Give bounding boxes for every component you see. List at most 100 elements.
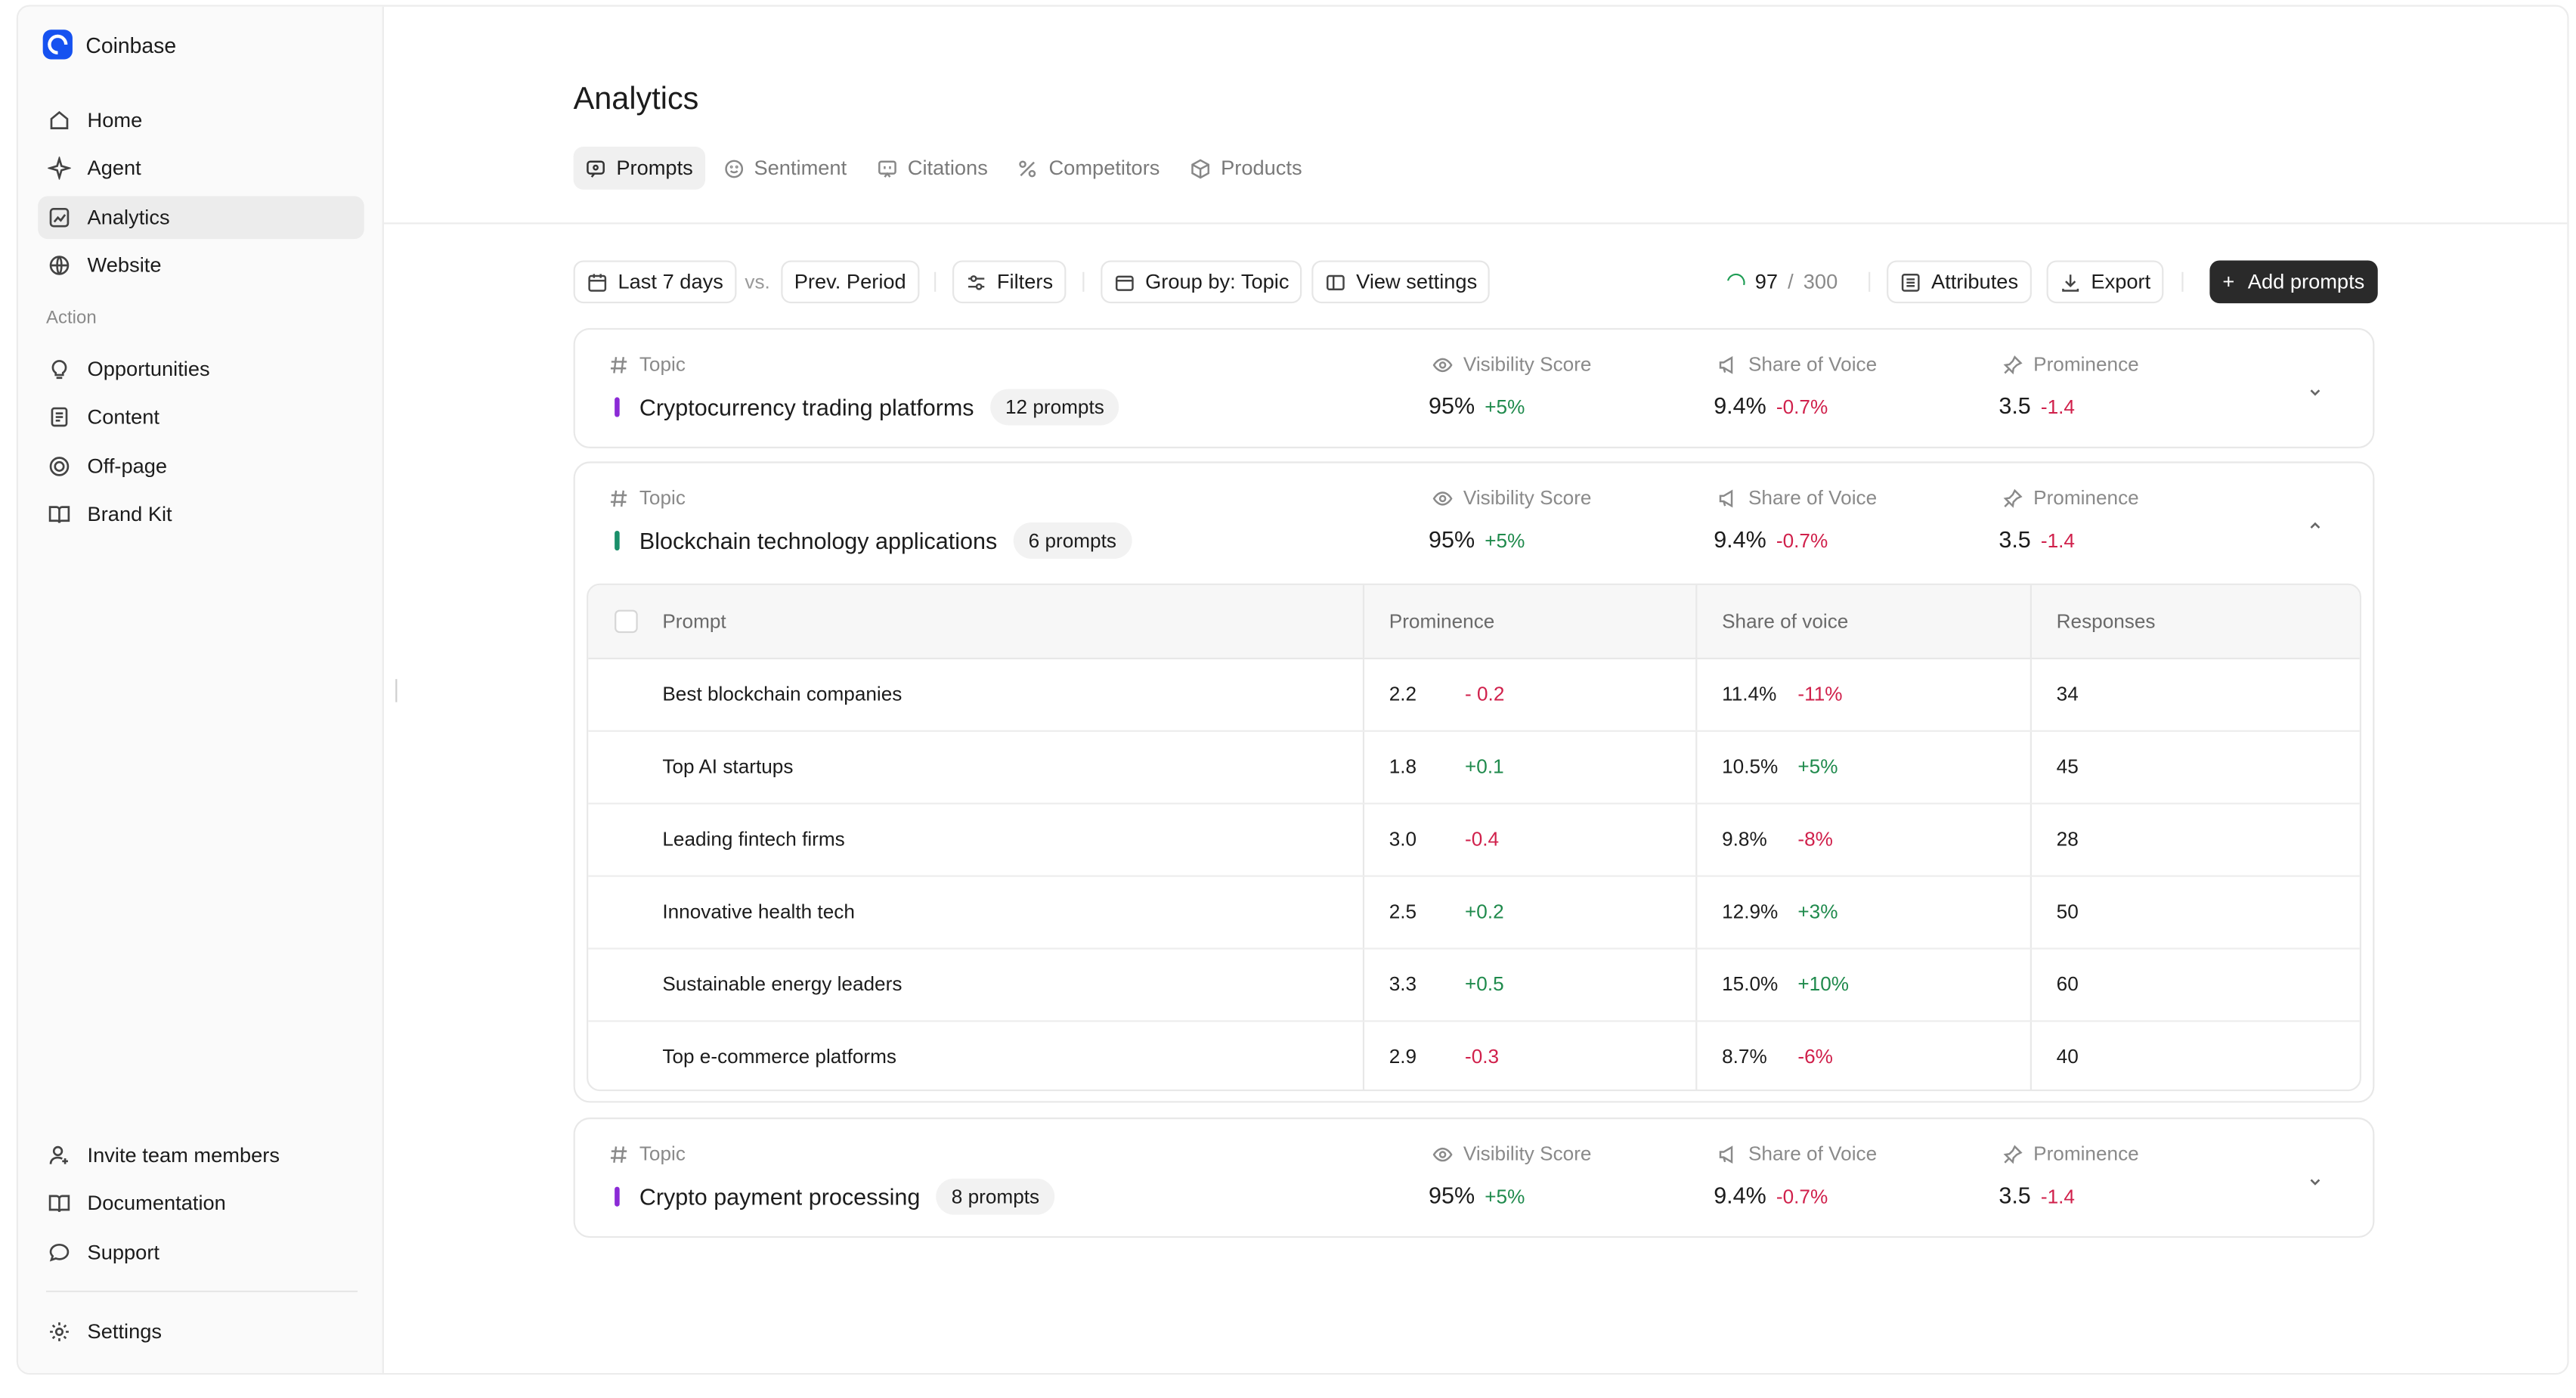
group-by-label: Group by: Topic: [1145, 270, 1290, 294]
sidebar-item-analytics[interactable]: Analytics: [38, 196, 364, 240]
column-header-prompt[interactable]: Prompt: [662, 609, 726, 634]
prompt-quota: 97 / 300: [1723, 260, 1838, 303]
metric-delta: -1.4: [2040, 395, 2075, 419]
share-of-voice-cell: 11.4% -11%: [1695, 658, 1842, 730]
responses-value: 34: [2056, 682, 2079, 706]
tab-sentiment[interactable]: Sentiment: [711, 147, 859, 190]
visibility-score-metric: 95% +5%: [1429, 525, 1525, 552]
sidebar-divider: [46, 1290, 358, 1293]
plus-icon: +: [2222, 270, 2235, 294]
share-value: 8.7%: [1722, 1045, 1767, 1068]
share-of-voice-metric: 9.4% -0.7%: [1714, 525, 1828, 552]
home-icon: [48, 109, 71, 132]
prominence-cell: 1.8 +0.1: [1363, 730, 1504, 803]
metric-value: 3.5: [1999, 1182, 2031, 1208]
metric-delta: -0.7%: [1776, 1185, 1828, 1208]
table-row[interactable]: Best blockchain companies 2.2 - 0.2 11.4% -1…: [588, 658, 2360, 732]
hash-icon: [610, 355, 627, 373]
responses-cell: 45: [2030, 730, 2079, 803]
add-prompts-label: Add prompts: [2247, 270, 2365, 294]
tab-label: Prompts: [616, 157, 693, 180]
table-row[interactable]: Innovative health tech 2.5 +0.2 12.9% +3% 50: [588, 876, 2360, 950]
tab-products[interactable]: Products: [1178, 147, 1314, 190]
table-row[interactable]: Top e-commerce platforms 2.9 -0.3 8.7% -6% 40: [588, 1020, 2359, 1090]
tab-prompts[interactable]: Prompts: [573, 147, 705, 190]
sidebar-item-support[interactable]: Support: [38, 1231, 364, 1274]
share-of-voice-metric: 9.4% -0.7%: [1714, 1182, 1828, 1208]
sidebar-item-content[interactable]: Content: [38, 395, 364, 439]
metric-label: Visibility Score: [1463, 352, 1592, 377]
metric-label: Share of Voice: [1748, 486, 1878, 510]
prominence-value: 2.9: [1389, 1045, 1417, 1068]
download-icon: [2062, 274, 2079, 291]
sidebar-item-website[interactable]: Website: [38, 244, 364, 287]
target-icon: [48, 455, 71, 479]
column-divider: [1362, 584, 1365, 1090]
compare-period-button[interactable]: Prev. Period: [781, 260, 920, 304]
attributes-button[interactable]: Attributes: [1887, 260, 2032, 304]
metric-value: 95%: [1429, 1182, 1475, 1208]
sidebar-item-brand-kit[interactable]: Brand Kit: [38, 493, 364, 536]
topic-header-label: Topic: [608, 353, 686, 376]
share-value: 15.0%: [1722, 972, 1779, 996]
table-row[interactable]: Top AI startups 1.8 +0.1 10.5% +5% 45: [588, 730, 2360, 804]
sidebar-item-label: Opportunities: [87, 358, 210, 381]
table-row[interactable]: Sustainable energy leaders 3.3 +0.5 15.0% +1…: [588, 948, 2360, 1022]
workspace-name: Coinbase: [85, 32, 177, 57]
expand-chevron-icon[interactable]: [2307, 379, 2324, 396]
sidebar-item-off-page[interactable]: Off-page: [38, 445, 364, 488]
gear-icon: [48, 1320, 71, 1344]
tab-bar: Prompts Sentiment Citations Competitors …: [573, 147, 1314, 190]
column-header-prominence[interactable]: Prominence: [1389, 609, 1495, 634]
prominence-delta: +0.1: [1465, 755, 1504, 778]
select-all-checkbox[interactable]: [615, 609, 638, 634]
column-header-responses[interactable]: Responses: [2056, 609, 2156, 634]
collapse-chevron-icon[interactable]: [2307, 513, 2324, 529]
share-of-voice-label: Share of Voice: [1717, 486, 1878, 510]
add-prompts-button[interactable]: + Add prompts: [2209, 260, 2378, 304]
prominence-delta: -0.4: [1465, 827, 1500, 851]
export-button[interactable]: Export: [2046, 260, 2164, 304]
share-delta: -6%: [1797, 1045, 1833, 1068]
group-by-button[interactable]: Group by: Topic: [1101, 260, 1302, 304]
metric-label: Visibility Score: [1463, 486, 1592, 510]
topic-card[interactable]: Topic Cryptocurrency trading platforms 1…: [573, 327, 2375, 448]
workspace-switcher[interactable]: Coinbase: [42, 29, 177, 60]
column-header-share-of-voice[interactable]: Share of voice: [1722, 609, 1849, 634]
pin-icon: [2003, 355, 2023, 374]
topic-title-row: Blockchain technology applications 6 pro…: [615, 522, 1132, 560]
date-range-button[interactable]: Last 7 days: [573, 260, 737, 304]
topic-card[interactable]: Topic Crypto payment processing 8 prompt…: [573, 1117, 2375, 1238]
prominence-label: Prominence: [2002, 486, 2139, 510]
sidebar-item-opportunities[interactable]: Opportunities: [38, 348, 364, 391]
share-value: 12.9%: [1722, 900, 1779, 923]
sidebar-resize-handle[interactable]: [395, 679, 398, 702]
view-settings-button[interactable]: View settings: [1311, 260, 1491, 304]
main-content: Analytics Prompts Sentiment Citations Co…: [383, 7, 2568, 1373]
toolbar: Last 7 days vs. Prev. Period Filters Gro…: [573, 260, 2378, 304]
filters-button[interactable]: Filters: [952, 260, 1067, 304]
tab-competitors[interactable]: Competitors: [1006, 147, 1172, 190]
metric-delta: +5%: [1485, 529, 1525, 553]
tab-label: Sentiment: [754, 157, 847, 180]
topic-card-expanded: Topic Blockchain technology applications…: [573, 461, 2375, 1103]
eye-icon: [1432, 357, 1453, 371]
sidebar-item-settings[interactable]: Settings: [38, 1310, 364, 1353]
prominence-cell: 2.9 -0.3: [1363, 1020, 1499, 1090]
sidebar-item-agent[interactable]: Agent: [38, 147, 364, 190]
prominence-delta: - 0.2: [1465, 682, 1505, 706]
expand-chevron-icon[interactable]: [2307, 1169, 2324, 1186]
prominence-delta: +0.5: [1465, 972, 1504, 996]
sidebar-item-invite-team[interactable]: Invite team members: [38, 1134, 364, 1177]
sidebar-item-documentation[interactable]: Documentation: [38, 1182, 364, 1225]
visibility-score-label: Visibility Score: [1432, 352, 1592, 377]
table-row[interactable]: Leading fintech firms 3.0 -0.4 9.8% -8% 28: [588, 803, 2360, 877]
sidebar: Coinbase Home Agent Analytics Website Ac…: [17, 6, 384, 1373]
metric-label: Share of Voice: [1748, 352, 1878, 377]
prominence-delta: +0.2: [1465, 900, 1504, 923]
eye-icon: [1432, 491, 1453, 505]
sliders-icon: [968, 274, 985, 290]
prompt-count-badge: 12 prompts: [990, 389, 1119, 426]
sidebar-item-home[interactable]: Home: [38, 99, 364, 142]
tab-citations[interactable]: Citations: [865, 147, 999, 190]
